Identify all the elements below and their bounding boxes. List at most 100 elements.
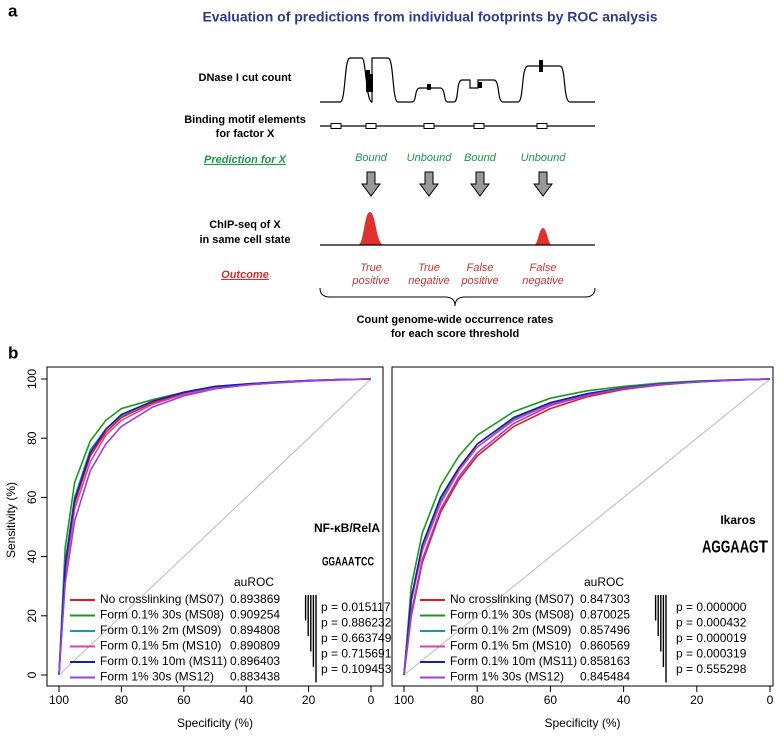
x-axis-title: Specificity (%) (177, 716, 253, 730)
legend-label: No crosslinking (MS07) (450, 592, 574, 606)
logo-title: NF-κB/RelA (314, 521, 380, 535)
row-label: DNase I cut count (199, 72, 292, 84)
footer: Count genome-wide occurrence rates (357, 314, 554, 326)
auroc-value: 0.845484 (580, 670, 630, 684)
auroc-value: 0.890809 (230, 639, 280, 653)
outcome: False (467, 262, 494, 274)
logo-letter: G (322, 554, 329, 568)
legend-label: No crosslinking (MS07) (100, 592, 224, 606)
y-tick-label: 80 (25, 431, 39, 445)
logo-letter: A (702, 537, 711, 557)
roc-line (58, 378, 372, 676)
outcome: negative (408, 275, 450, 287)
row-label: Outcome (221, 269, 269, 281)
roc-line (403, 378, 771, 676)
row-label: Prediction for X (204, 154, 287, 166)
plot-frame (391, 366, 774, 687)
prediction: Bound (464, 152, 497, 164)
p-value: p = 0.015117 (321, 600, 391, 614)
prediction: Bound (355, 152, 388, 164)
x-tick-label: 20 (690, 693, 704, 707)
x-tick-label: 60 (177, 693, 191, 707)
logo-letter: A (730, 537, 739, 557)
auroc-value: 0.893869 (230, 592, 280, 606)
logo-letter: G (329, 554, 336, 568)
p-value: p = 0.109453 (321, 662, 392, 676)
p-value: p = 0.000432 (676, 616, 747, 630)
footer: for each score threshold (391, 328, 519, 340)
motif-elements (330, 123, 548, 129)
outcome: negative (522, 275, 564, 287)
p-value: p = 0.886232 (321, 616, 392, 630)
outcome: True (360, 262, 382, 274)
outcome: positive (460, 275, 498, 287)
p-value: p = 0.715691 (321, 647, 392, 661)
prediction: Unbound (407, 152, 453, 164)
outcome: False (530, 262, 557, 274)
p-value: p = 0.663749 (321, 631, 392, 645)
arrows (361, 171, 553, 197)
diagonal (403, 378, 771, 676)
x-axis-title: Specificity (%) (544, 716, 620, 730)
y-tick-label: 0 (25, 671, 39, 678)
auroc-value: 0.894808 (230, 623, 280, 637)
legend-label: Form 0.1% 30s (MS08) (450, 608, 574, 622)
x-tick-label: 0 (767, 693, 774, 707)
panel-label: a (8, 1, 18, 20)
logo-letter: A (740, 537, 749, 557)
legend-label: Form 0.1% 10m (MS11) (450, 654, 577, 668)
x-tick-label: 100 (394, 693, 414, 707)
x-tick-label: 0 (368, 693, 375, 707)
logo-letter: T (759, 537, 768, 557)
legend-label: Form 0.1% 10m (MS11) (100, 654, 227, 668)
logo-letter: C (361, 554, 368, 568)
auroc-value: 0.896403 (230, 654, 280, 668)
x-tick-label: 80 (115, 693, 129, 707)
row-label: ChIP-seq of X (209, 219, 281, 231)
x-tick-label: 100 (49, 693, 69, 707)
plot-frame (46, 366, 384, 687)
legend-label: Form 0.1% 30s (MS08) (100, 608, 224, 622)
auroc-value: 0.883438 (230, 670, 280, 684)
diagram-title: Evaluation of predictions from individua… (202, 9, 657, 25)
logo-letter: G (711, 537, 720, 557)
p-value: p = 0.000319 (676, 647, 747, 661)
legend-label: Form 0.1% 5m (MS10) (450, 639, 571, 653)
x-tick-label: 60 (544, 693, 558, 707)
p-value: p = 0.000000 (676, 600, 747, 614)
row-label: in same cell state (199, 234, 290, 246)
dnase-track (320, 57, 595, 103)
diagonal (58, 378, 372, 676)
brace (319, 287, 596, 307)
row-label: Binding motif elements (184, 114, 306, 126)
auroc-value: 0.847303 (580, 592, 630, 606)
legend-label: Form 0.1% 2m (MS09) (450, 623, 571, 637)
logo-letter: A (342, 554, 349, 568)
logo-letter: G (749, 537, 758, 557)
legend-label: Form 0.1% 2m (MS09) (100, 623, 221, 637)
p-value: p = 0.555298 (676, 662, 747, 676)
legend-label: Form 1% 30s (MS12) (450, 670, 564, 684)
auroc-value: 0.858163 (580, 654, 630, 668)
logo-letter: A (335, 554, 342, 568)
chip-peak (358, 212, 552, 245)
legend-label: Form 0.1% 5m (MS10) (100, 639, 221, 653)
logo-letter: A (348, 554, 355, 568)
row-label: for factor X (216, 128, 275, 140)
y-tick-label: 100 (25, 369, 39, 389)
x-tick-label: 40 (617, 693, 631, 707)
auroc-value: 0.860569 (580, 639, 630, 653)
y-tick-label: 60 (25, 490, 39, 504)
x-tick-label: 20 (302, 693, 316, 707)
panel-label: b (8, 343, 18, 362)
x-tick-label: 80 (471, 693, 485, 707)
auroc-value: 0.857496 (580, 623, 630, 637)
p-value: p = 0.000019 (676, 631, 747, 645)
outcome: True (418, 262, 440, 274)
y-tick-label: 40 (25, 550, 39, 564)
x-tick-label: 40 (240, 693, 254, 707)
footprint (366, 60, 543, 92)
y-axis-title: Sensitivity (%) (4, 482, 18, 558)
prediction: Unbound (521, 152, 567, 164)
